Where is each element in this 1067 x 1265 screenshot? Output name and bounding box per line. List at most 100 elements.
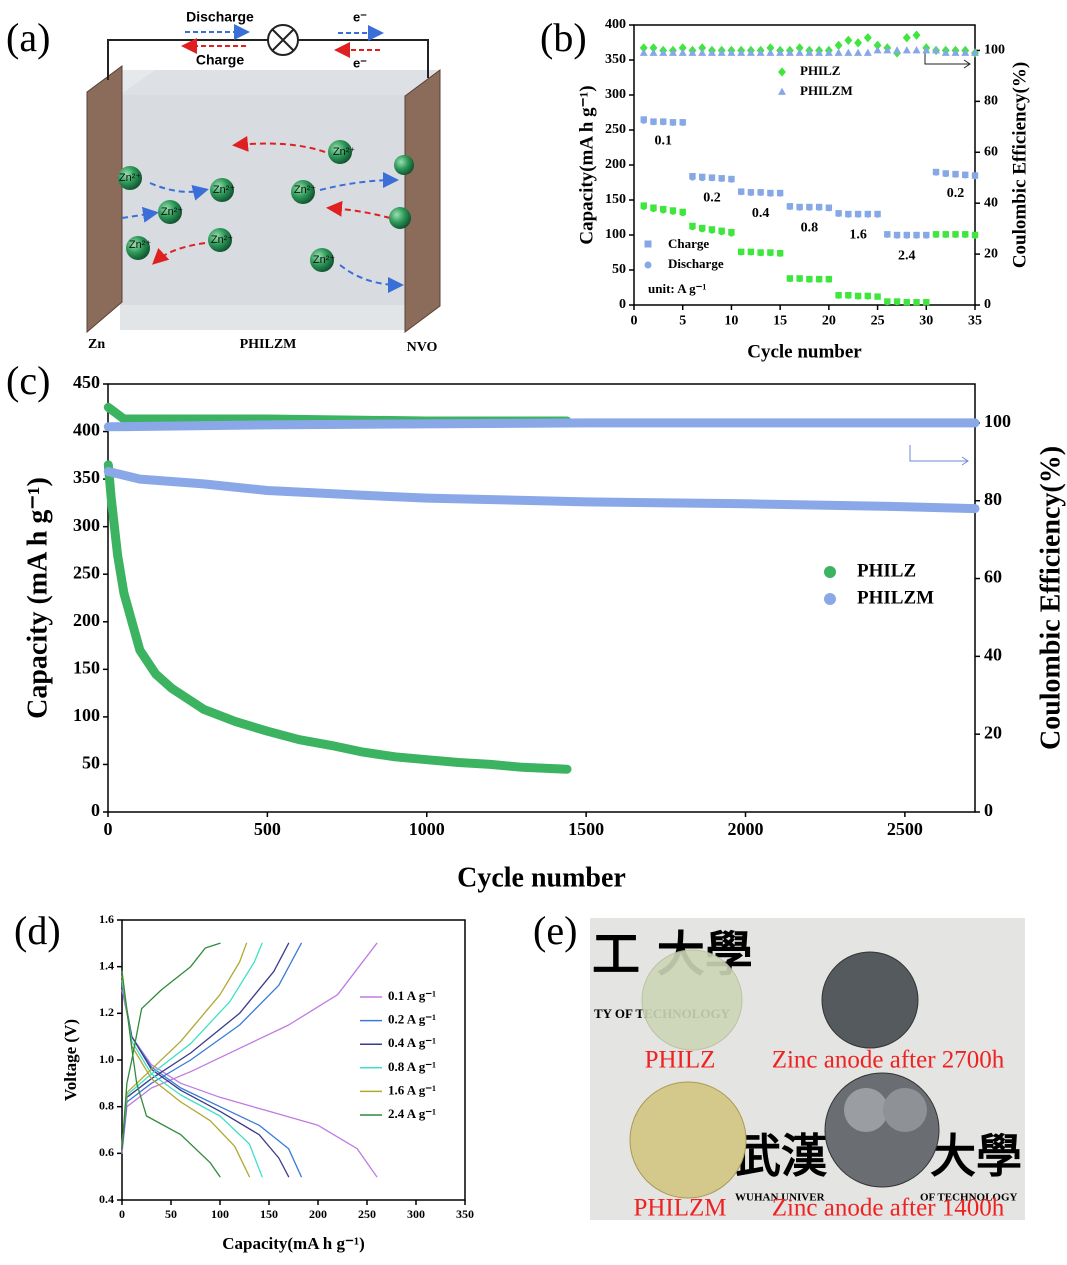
background-text: 武漢: [735, 1129, 828, 1183]
philz-membrane: [641, 949, 743, 1051]
point: [952, 232, 959, 238]
axis-arrow: [909, 445, 969, 466]
electrolyte-label: PHILZM: [240, 337, 297, 352]
legend-label: 2.4 A g⁻¹: [388, 1106, 436, 1121]
point: [688, 48, 697, 56]
point: [669, 208, 676, 215]
rate-label: 0.2: [947, 186, 965, 201]
point: [912, 30, 921, 40]
point: [894, 232, 901, 239]
ion: [208, 228, 232, 252]
point: [863, 33, 872, 43]
point: [698, 48, 707, 56]
y-axis-title: Capacity(mA h g⁻¹): [576, 85, 597, 244]
y2-tick-label: 60: [984, 144, 998, 159]
electron-label: e⁻: [353, 9, 367, 24]
point: [845, 292, 852, 299]
point: [952, 171, 959, 178]
y-tick-label: 1.4: [99, 958, 114, 972]
arrow: [152, 242, 206, 265]
x-tick-label: 0: [119, 1207, 125, 1221]
y2-axis-title: Coulombic Efficiency(%): [1009, 62, 1030, 268]
point: [884, 299, 891, 306]
point: [644, 261, 652, 269]
point: [746, 48, 755, 56]
rate-label: 0.4: [752, 206, 770, 221]
anode-detail: [883, 1088, 927, 1132]
point: [669, 120, 676, 126]
background-text: 大學: [930, 1129, 1022, 1183]
y-tick-label: 0.8: [99, 1098, 114, 1112]
data-line: [121, 989, 378, 1178]
point: [767, 250, 774, 257]
y-tick-label: 0.4: [99, 1192, 114, 1206]
ion-label: Zn²⁺: [213, 184, 236, 196]
legend-label: PHILZ: [800, 63, 841, 78]
y-tick-label: 1.2: [99, 1005, 114, 1019]
y-tick-label: 450: [73, 372, 100, 392]
x-tick-label: 1500: [568, 819, 604, 839]
x-axis-title: Capacity(mA h g⁻¹): [222, 1234, 365, 1253]
y-tick-label: 50: [82, 753, 100, 773]
point: [893, 46, 902, 54]
point: [679, 210, 686, 217]
zinc-anode: [824, 1072, 940, 1188]
photo-caption: PHILZ: [645, 1047, 716, 1074]
point: [902, 46, 911, 54]
ions: Zn²⁺ Zn²⁺ Zn²⁺ Zn²⁺ Zn²⁺ Zn²⁺ Zn²⁺ Zn²⁺: [118, 140, 414, 272]
point: [816, 276, 823, 283]
point: [903, 232, 910, 239]
plot-frame: [107, 383, 976, 813]
rate-label: 0.2: [703, 190, 721, 205]
x-tick-label: 2500: [887, 819, 923, 839]
anode-detail: [844, 1088, 888, 1132]
point: [922, 46, 931, 54]
point: [728, 230, 735, 237]
point: [874, 211, 881, 218]
point: [707, 48, 716, 56]
data-line: [121, 942, 378, 1154]
y2-tick-label: 60: [984, 567, 1002, 587]
ion-label: Zn²⁺: [294, 184, 317, 196]
point: [718, 176, 725, 182]
point: [649, 43, 658, 53]
x-tick-label: 2000: [728, 819, 764, 839]
discharge-label: Discharge: [186, 9, 254, 25]
point: [844, 35, 853, 45]
photo-caption: Zinc anode after 1400h: [772, 1195, 1005, 1222]
point: [863, 48, 872, 56]
background-text: WUHAN UNIVER: [735, 1192, 826, 1204]
point: [972, 232, 978, 239]
point: [698, 43, 707, 53]
point: [640, 117, 647, 124]
point: [961, 48, 970, 56]
point: [738, 189, 745, 196]
wire: [107, 39, 429, 80]
y2-axis-title: Coulombic Efficiency(%): [1035, 446, 1066, 750]
y2-tick-label: 100: [984, 411, 1011, 431]
x-axis-title: Cycle number: [747, 341, 862, 362]
legend-label: PHILZM: [800, 83, 853, 98]
photo-caption: Zinc anode after 2700h: [772, 1047, 1005, 1074]
point: [678, 48, 687, 56]
data-line: [121, 975, 251, 1178]
ion: [310, 248, 334, 272]
x-tick-label: 200: [309, 1207, 327, 1221]
point: [727, 48, 736, 56]
y-tick-label: 0.6: [99, 1145, 114, 1159]
rate-label: 2.4: [898, 249, 916, 264]
y-tick-label: 350: [605, 52, 626, 67]
y-tick-label: 350: [73, 467, 100, 487]
point: [785, 48, 794, 56]
ion: [158, 200, 182, 224]
arrow: [149, 182, 209, 201]
rate-label: 0.8: [801, 221, 819, 236]
x-tick-label: 20: [822, 314, 836, 329]
point: [689, 224, 696, 231]
point: [757, 250, 764, 257]
y-tick-label: 1.0: [99, 1052, 114, 1066]
point: [873, 46, 882, 54]
point: [649, 48, 658, 56]
point: [816, 204, 823, 211]
ion: [291, 180, 315, 204]
